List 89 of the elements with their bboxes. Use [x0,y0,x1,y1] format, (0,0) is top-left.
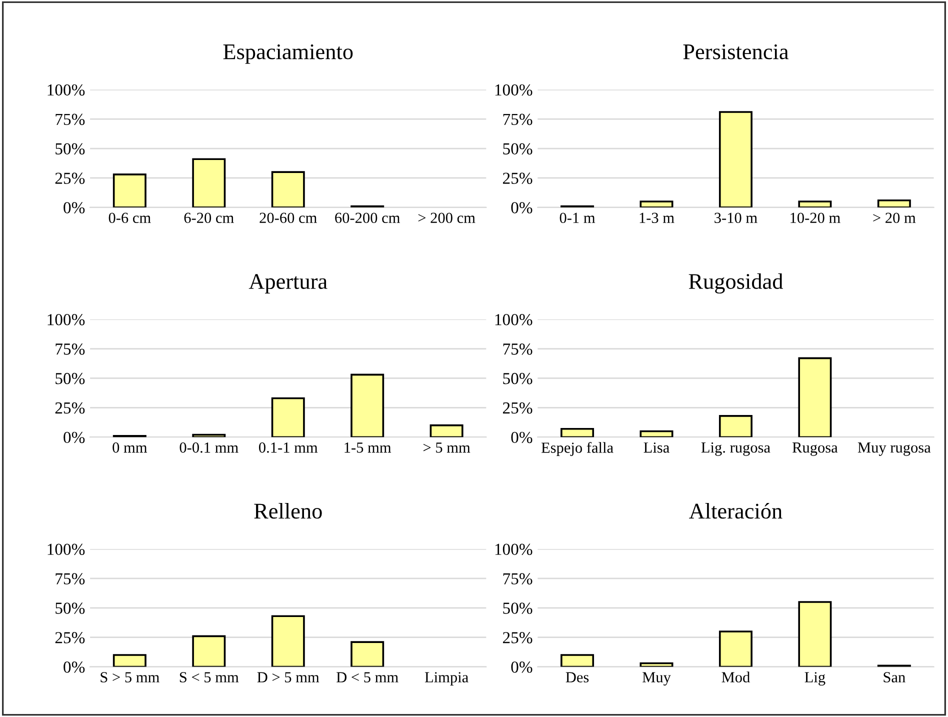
chart-title: Rugosidad [688,273,783,294]
x-tick-label: Rugosa [792,442,838,456]
y-tick-label: 100% [495,544,532,556]
x-tick-label: Lig [804,672,826,686]
bar [430,424,464,438]
chart-title: Apertura [248,274,328,294]
y-tick-label: 100% [48,544,85,556]
y-tick-label: 100% [48,314,85,326]
y-tick-label: 0% [64,662,85,673]
bar [718,111,752,208]
y-tick-label: 100% [495,84,532,96]
bar [350,374,384,438]
x-tick-label: Muy rugosa [858,442,931,456]
x-tick-label: San [884,672,906,682]
y-tick-label: 75% [56,573,85,584]
x-tick-label: Espejo falla [541,442,614,456]
y-tick-label: 0% [511,202,532,214]
y-tick-label: 100% [48,84,85,96]
bar [350,641,384,667]
y-tick-label: 50% [56,602,85,614]
bar [640,662,674,667]
x-tick-label: 3-10 m [714,212,758,224]
y-tick-label: 75% [56,114,85,126]
y-tick-label: 50% [503,143,532,155]
x-tick-label: S > 5 mm [100,672,160,682]
x-tick-label: 0-1 m [560,212,596,224]
bar [271,397,305,438]
x-tick-label: Lisa [644,442,670,453]
y-tick-label: 0% [64,202,85,214]
bar [798,601,832,667]
bar [271,171,305,208]
x-tick-label: 0 mm [112,442,148,453]
bar [640,200,674,208]
bar [192,158,226,208]
x-tick-label: Muy [642,672,671,686]
y-tick-label: 100% [495,314,532,326]
chart-title: Alteración [689,503,782,519]
y-tick-label: 0% [511,662,532,673]
bar [560,654,594,667]
y-tick-label: 50% [503,602,532,614]
x-tick-label: D > 5 mm [257,672,320,682]
bar [112,174,146,208]
bar [798,200,832,208]
x-tick-label: 0-0.1 mm [180,442,238,453]
bar [718,415,752,438]
x-tick-label: Limpia [424,672,468,686]
x-tick-label: Mod [722,672,750,682]
y-tick-label: 75% [56,343,85,355]
y-tick-label: 25% [502,402,532,414]
chart-title: Persistencia [683,44,788,60]
bar [798,357,832,438]
y-tick-label: 25% [502,172,532,184]
y-tick-label: 50% [503,372,532,384]
x-tick-label: 10-20 m [790,212,840,224]
bar [192,635,226,667]
y-tick-label: 25% [55,402,85,414]
chart-title: Espaciamiento [223,44,353,64]
bar [112,654,146,667]
y-tick-label: 75% [503,343,532,355]
x-tick-label: S < 5 mm [180,672,239,682]
bar [192,434,226,438]
y-tick-label: 50% [56,372,85,384]
x-tick-label: Des [566,672,589,682]
y-tick-label: 25% [55,172,85,184]
x-tick-label: 6-20 cm [184,212,234,224]
x-tick-label: 0-6 cm [108,212,151,224]
x-tick-label: > 5 mm [424,442,470,453]
y-tick-label: 25% [55,632,85,644]
x-tick-label: > 20 m [873,212,916,224]
y-tick-label: 0% [511,432,532,444]
x-tick-label: D < 5 mm [336,672,398,682]
x-tick-label: 0.1-1 mm [258,442,318,453]
y-tick-label: 25% [502,632,532,644]
y-tick-label: 0% [64,432,85,444]
y-tick-label: 75% [503,114,532,126]
bar [718,630,752,667]
y-tick-label: 75% [503,573,532,584]
x-tick-label: 60-200 cm [335,212,400,224]
bar [271,615,305,667]
x-tick-label: > 200 cm [418,212,476,224]
x-tick-label: Lig. rugosa [701,442,770,456]
x-tick-label: 1-3 m [640,212,674,224]
bar [877,199,911,208]
bar [640,430,674,438]
x-tick-label: 20-60 cm [260,212,317,224]
chart-title: Relleno [254,503,322,519]
y-tick-label: 50% [56,143,85,155]
x-tick-label: 1-5 mm [344,442,392,453]
bar [560,428,594,438]
